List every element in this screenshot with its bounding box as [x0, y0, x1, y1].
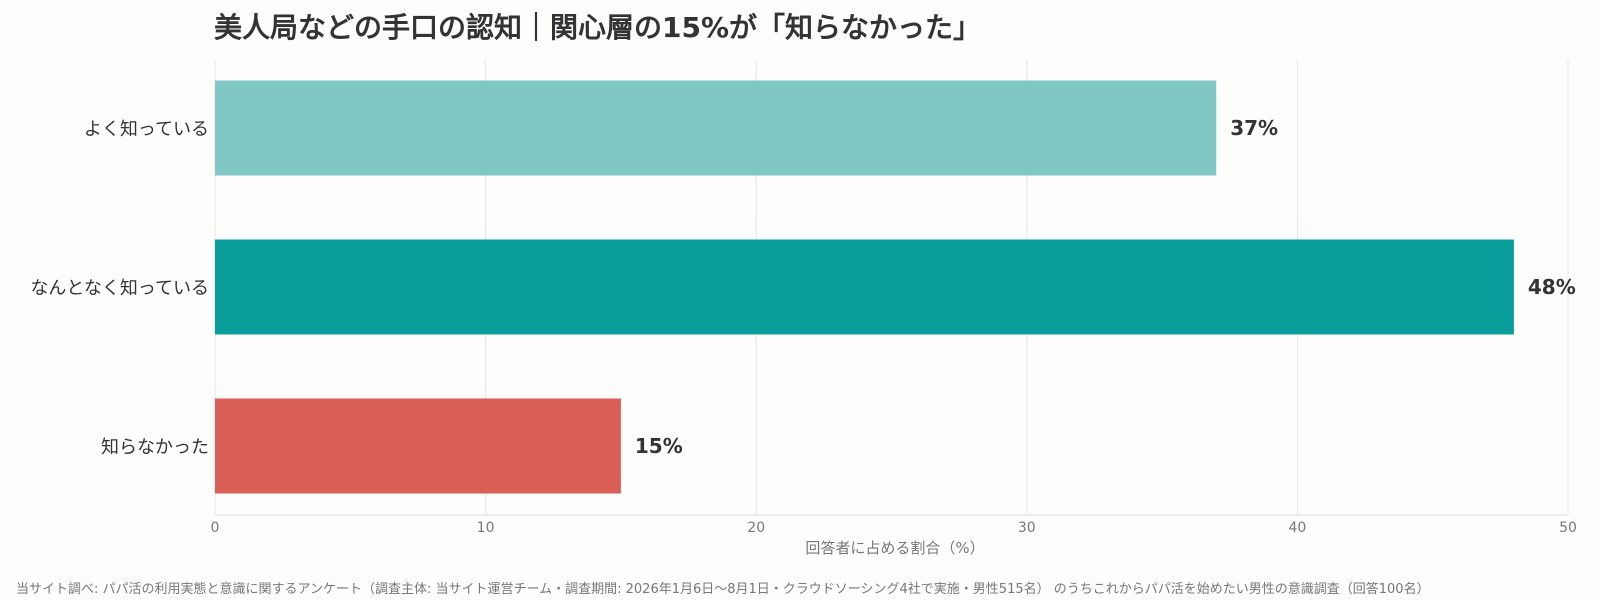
x-tick-label-10: 10 [477, 520, 495, 536]
x-axis-title: 回答者に占める割合（%） [805, 539, 984, 557]
value-label-2: 48% [1528, 275, 1576, 299]
value-label-1: 37% [1230, 116, 1278, 140]
x-tick-label-20: 20 [747, 520, 765, 536]
bar-3 [215, 398, 621, 494]
chart-title: 美人局などの手口の認知｜関心層の15%が「知らなかった」 [214, 11, 981, 44]
x-tick-label-50: 50 [1559, 520, 1577, 536]
value-label-3: 15% [635, 434, 683, 458]
bar-1 [215, 80, 1217, 176]
bars [215, 80, 1514, 494]
value-labels: 37% 48% 15% [635, 116, 1576, 458]
x-tick-label-0: 0 [211, 520, 220, 536]
category-label-2: なんとなく知っている [30, 278, 209, 299]
category-label-1: よく知っている [84, 119, 209, 140]
source-footnote: 当サイト調べ: パパ活の利用実態と意識に関するアンケート（調査主体: 当サイト運… [16, 581, 1430, 597]
x-axis-ticks: 0 10 20 30 40 50 [211, 520, 1577, 536]
x-tick-label-40: 40 [1288, 520, 1306, 536]
x-tick-label-30: 30 [1018, 520, 1036, 536]
category-label-3: 知らなかった [101, 437, 209, 458]
bar-2 [215, 239, 1514, 335]
